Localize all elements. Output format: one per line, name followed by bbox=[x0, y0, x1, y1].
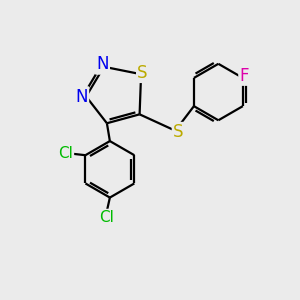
Text: N: N bbox=[75, 88, 88, 106]
Text: Cl: Cl bbox=[100, 210, 114, 225]
Text: F: F bbox=[240, 67, 249, 85]
Text: S: S bbox=[173, 123, 184, 141]
Text: S: S bbox=[137, 64, 148, 82]
Text: N: N bbox=[96, 56, 109, 74]
Text: Cl: Cl bbox=[58, 146, 73, 161]
